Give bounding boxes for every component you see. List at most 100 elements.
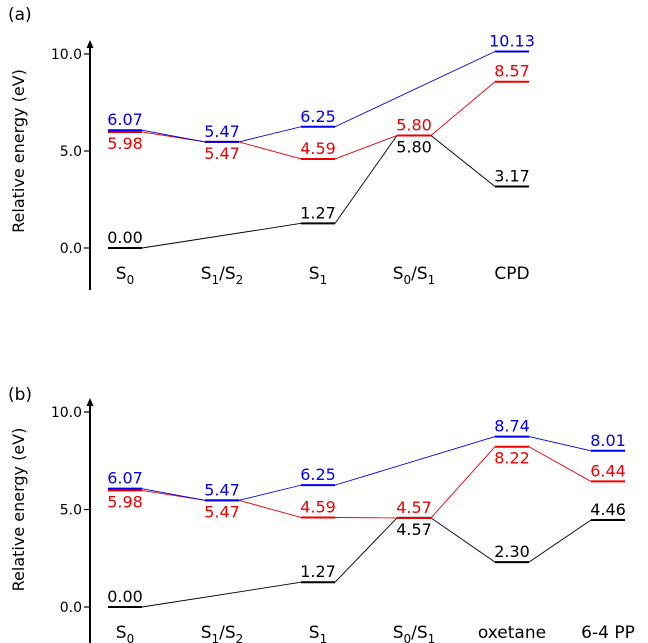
category-label-text: S [309,623,320,643]
category-label-subscript: 1 [211,632,219,643]
value-label: 8.57 [494,62,530,81]
level-connector [334,135,398,160]
level-connector [141,129,206,143]
category-label: S0 [116,264,134,287]
value-label: 5.47 [204,122,240,141]
level-connector [430,446,496,519]
category-label-subscript: 0 [127,273,135,287]
level-connector [430,517,496,563]
category-label-subscript: 0 [403,273,411,287]
category-label-text: S [116,623,127,643]
value-label: 6.07 [107,110,143,129]
value-label: 8.22 [494,449,530,468]
value-label: 1.27 [300,203,336,222]
category-label: S1 [309,623,327,643]
value-label: 4.59 [300,497,336,516]
category-label-subscript: 1 [428,632,436,643]
category-label-text: oxetane [478,623,546,643]
category-label-text: S [116,264,127,284]
value-label: 10.13 [489,31,535,50]
level-connector [430,135,496,187]
level-connector [334,135,398,224]
level-connector [528,519,592,563]
category-label-text: S [201,264,212,284]
level-connector [238,499,302,518]
category-label-subscript: 1 [320,273,328,287]
category-label: S1 [309,264,327,287]
level-connector [238,141,302,160]
value-label: 3.17 [494,167,530,186]
value-label: 4.59 [300,139,336,158]
panel-label: (b) [8,385,32,405]
value-label: 8.01 [590,431,626,450]
value-label: 5.98 [107,134,143,153]
category-label: CPD [494,264,529,284]
category-label: S1/S2 [201,264,244,287]
category-label-text: S [309,264,320,284]
category-label-text: S [201,623,212,643]
level-connector [238,126,302,143]
category-label-subscript: 1 [428,273,436,287]
level-connector [141,488,206,501]
value-label: 6.07 [107,469,143,488]
value-label: 1.27 [300,562,336,581]
category-label-subscript: 1 [211,273,219,287]
level-connector [141,222,302,249]
category-label: S1/S2 [201,623,244,643]
category-label-subscript: 1 [320,632,328,643]
value-label: 4.57 [396,498,432,517]
y-axis-arrow [86,398,94,406]
category-label: S0/S1 [393,264,436,287]
category-label-text: S [393,264,404,284]
value-label: 8.74 [494,417,530,436]
category-label: S0 [116,623,134,643]
y-tick-label: 0.0 [60,241,82,257]
y-tick-label: 5.0 [60,503,82,519]
category-label-text: CPD [494,264,529,284]
category-label-subscript: 2 [236,273,244,287]
category-label-text: /S [411,264,428,284]
level-connector [334,51,496,128]
level-connector [334,436,496,486]
value-label: 6.44 [590,461,626,480]
value-label: 5.47 [204,480,240,499]
category-label-text: 6-4 PP [581,623,635,643]
level-connector [141,581,302,608]
value-label: 5.98 [107,492,143,511]
value-label: 4.46 [590,500,626,519]
category-label: 6-4 PP [581,623,635,643]
category-label-subscript: 0 [403,632,411,643]
category-label-subscript: 2 [236,632,244,643]
y-tick-label: 5.0 [60,144,82,160]
level-connector [334,517,398,583]
category-label-text: /S [219,623,236,643]
value-label: 4.57 [396,520,432,539]
level-connector [528,436,592,452]
category-label-text: S [393,623,404,643]
category-label-text: /S [219,264,236,284]
level-connector [430,81,496,136]
level-connector [528,446,592,482]
value-label: 0.00 [107,587,143,606]
value-label: 5.47 [204,502,240,521]
y-axis-arrow [86,40,94,48]
category-label: S0/S1 [393,623,436,643]
y-tick-label: 0.0 [60,600,82,616]
y-axis-label: Relative energy (eV) [9,428,28,592]
panel-label: (a) [8,5,32,25]
y-tick-label: 10.0 [51,47,82,63]
level-connector [238,484,302,501]
value-label: 5.80 [396,115,432,134]
value-label: 0.00 [107,228,143,247]
value-label: 6.25 [300,465,336,484]
y-tick-label: 10.0 [51,405,82,421]
category-label-text: /S [411,623,428,643]
value-label: 5.47 [204,144,240,163]
value-label: 6.25 [300,107,336,126]
value-label: 5.80 [396,137,432,156]
y-axis-label: Relative energy (eV) [9,69,28,233]
category-label: oxetane [478,623,546,643]
value-label: 2.30 [494,542,530,561]
